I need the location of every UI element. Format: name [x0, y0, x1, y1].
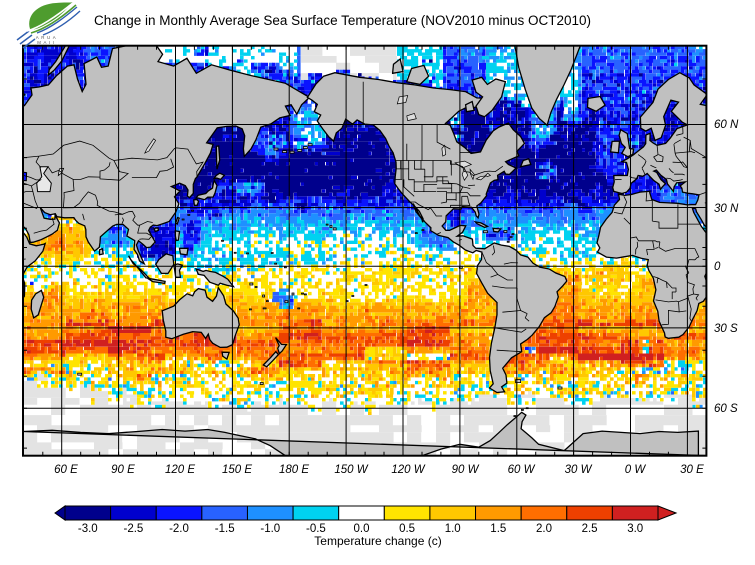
svg-text:60 W: 60 W: [508, 464, 536, 476]
svg-text:60 N: 60 N: [714, 119, 739, 131]
svg-text:2.0: 2.0: [536, 523, 552, 535]
svg-text:150 W: 150 W: [334, 464, 368, 476]
svg-text:60 E: 60 E: [54, 464, 78, 476]
svg-text:3.0: 3.0: [627, 523, 643, 535]
svg-text:2.5: 2.5: [582, 523, 598, 535]
svg-text:1.5: 1.5: [490, 523, 506, 535]
svg-text:Temperature change (c): Temperature change (c): [314, 534, 441, 548]
svg-text:120 W: 120 W: [391, 464, 425, 476]
svg-text:90 E: 90 E: [111, 464, 135, 476]
svg-text:-1.0: -1.0: [260, 523, 280, 535]
svg-text:-2.0: -2.0: [169, 523, 189, 535]
svg-text:0 W: 0 W: [625, 464, 647, 476]
svg-text:-0.5: -0.5: [306, 523, 326, 535]
svg-text:30 N: 30 N: [714, 203, 739, 215]
svg-text:1.0: 1.0: [445, 523, 461, 535]
svg-text:150 E: 150 E: [222, 464, 252, 476]
svg-text:30 S: 30 S: [714, 323, 738, 335]
svg-text:0.5: 0.5: [399, 523, 415, 535]
svg-text:MAII: MAII: [37, 40, 56, 45]
svg-text:ARUA: ARUA: [36, 35, 59, 40]
svg-text:Change in Monthly Average Sea: Change in Monthly Average Sea Surface Te…: [94, 13, 591, 28]
svg-text:60 S: 60 S: [714, 403, 738, 415]
svg-text:120 E: 120 E: [165, 464, 195, 476]
svg-text:90 W: 90 W: [452, 464, 480, 476]
svg-text:0.0: 0.0: [354, 523, 370, 535]
svg-text:0: 0: [714, 261, 721, 273]
svg-text:-3.0: -3.0: [78, 523, 98, 535]
svg-text:30 W: 30 W: [565, 464, 593, 476]
svg-text:-2.5: -2.5: [123, 523, 143, 535]
svg-text:30 E: 30 E: [680, 464, 704, 476]
svg-text:-1.5: -1.5: [215, 523, 235, 535]
svg-text:180 E: 180 E: [279, 464, 309, 476]
